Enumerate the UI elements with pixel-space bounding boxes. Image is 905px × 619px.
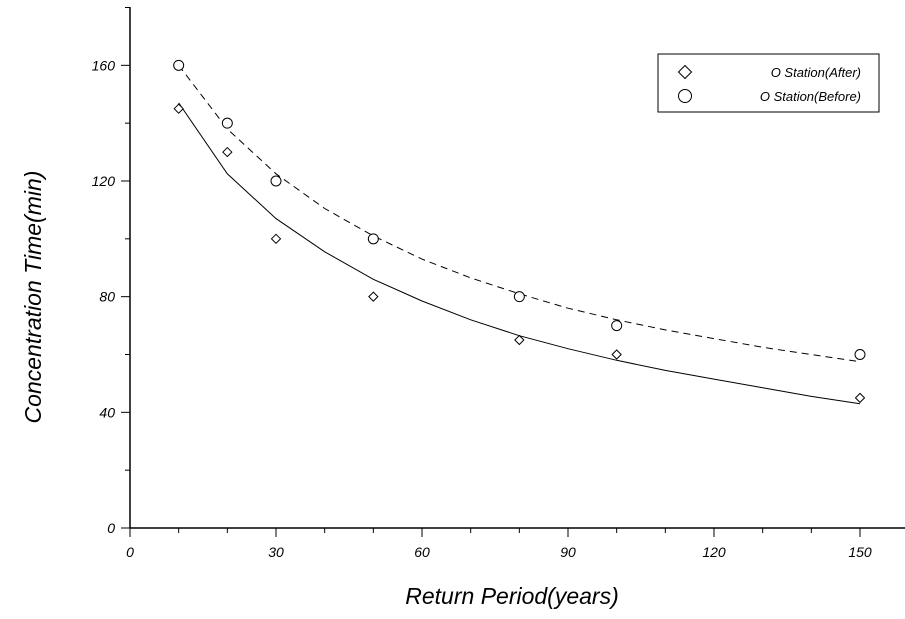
after-point — [222, 146, 233, 158]
y-tick-label: 40 — [99, 404, 115, 420]
y-axis-title: Concentration Time(min) — [20, 171, 46, 424]
y-tick-label: 0 — [107, 520, 115, 536]
after-point — [514, 334, 525, 346]
before-point — [513, 291, 525, 303]
after-point — [270, 233, 282, 245]
x-tick-label: 90 — [560, 544, 576, 560]
x-tick-label: 150 — [848, 544, 872, 560]
before-point — [367, 233, 379, 245]
legend-box — [657, 53, 880, 113]
before-point — [854, 348, 866, 360]
x-axis-title: Return Period(years) — [405, 583, 618, 609]
y-tick-label: 160 — [92, 57, 116, 73]
fit-curve-after — [178, 102, 861, 405]
y-tick-label: 80 — [99, 289, 115, 305]
legend-marker-after — [677, 64, 693, 80]
legend-label-after: O Station(After) — [771, 65, 861, 80]
before-point — [173, 59, 185, 71]
axes: 0 30 60 90 120 150 0 40 80 120 160 — [92, 6, 905, 560]
data-points — [173, 59, 866, 404]
after-point — [368, 291, 379, 302]
after-point — [854, 392, 866, 404]
before-point — [611, 320, 623, 332]
legend-marker-before — [678, 89, 692, 103]
x-tick-label: 120 — [702, 544, 726, 560]
before-point — [221, 117, 233, 129]
before-point — [270, 175, 282, 187]
x-tick-label: 60 — [414, 544, 430, 560]
after-point — [173, 103, 184, 114]
x-tick-label: 0 — [126, 544, 134, 560]
legend-label-before: O Station(Before) — [760, 89, 861, 104]
y-tick-label: 120 — [92, 173, 116, 189]
after-point — [611, 349, 622, 360]
fit-curves — [178, 64, 861, 405]
fit-curve-before — [178, 64, 861, 363]
x-tick-label: 30 — [268, 544, 284, 560]
legend: O Station(After) O Station(Before) — [657, 53, 880, 113]
